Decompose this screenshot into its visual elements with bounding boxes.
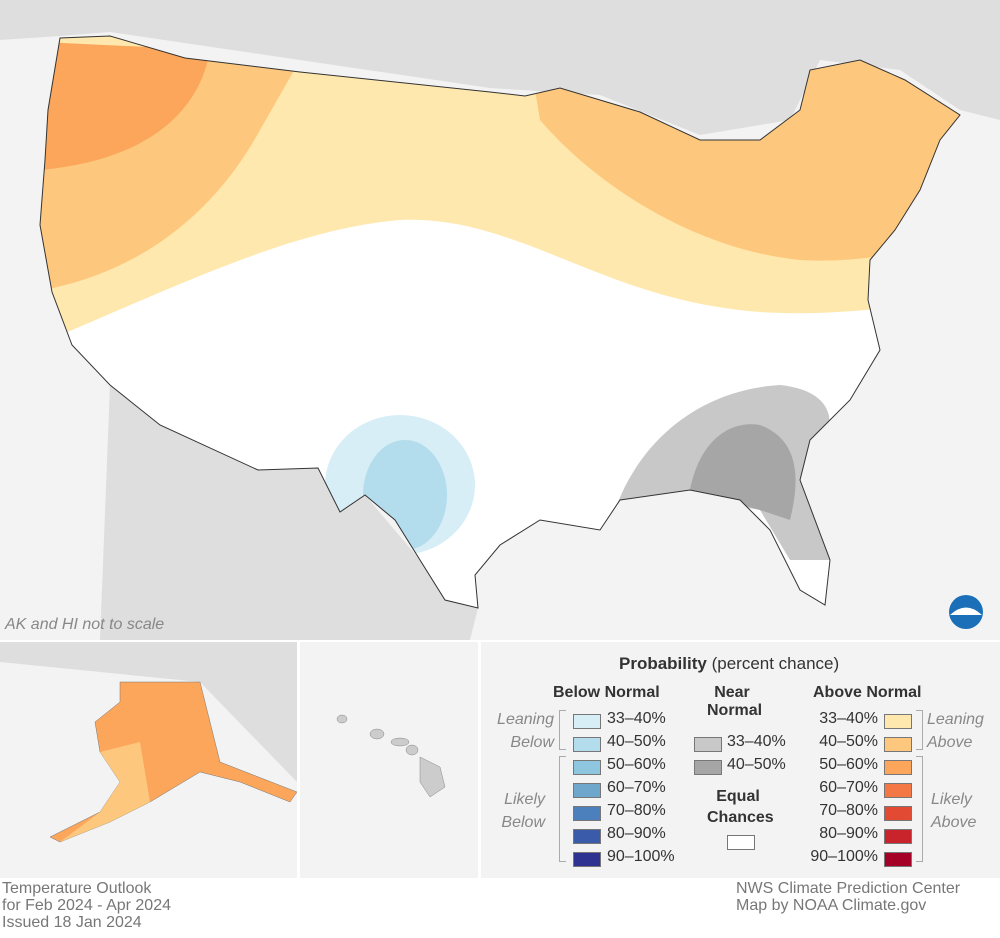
below-swatch — [573, 714, 601, 729]
legend: Probability (percent chance) Below Norma… — [481, 642, 1000, 878]
below-swatch — [573, 760, 601, 775]
scale-note: AK and HI not to scale — [5, 616, 165, 633]
below-label: 70–80% — [607, 802, 666, 819]
below-label: 40–50% — [607, 733, 666, 750]
near-label: 40–50% — [727, 756, 786, 773]
likely-below-label: Likely Below — [501, 791, 545, 831]
equal-chances-swatch — [727, 835, 755, 850]
above-label: 50–60% — [819, 756, 878, 773]
above-label: 60–70% — [819, 779, 878, 796]
below-swatch — [573, 852, 601, 867]
footer-left: Temperature Outlook for Feb 2024 - Apr 20… — [2, 880, 171, 931]
above-label: 80–90% — [819, 825, 878, 842]
us-outlook-map — [0, 0, 1000, 640]
below-swatch — [573, 829, 601, 844]
above-swatch — [884, 737, 912, 752]
likely-above-label: Likely Above — [931, 791, 977, 831]
above-swatch — [884, 783, 912, 798]
below-label: 80–90% — [607, 825, 666, 842]
above-swatch — [884, 829, 912, 844]
below-label: 60–70% — [607, 779, 666, 796]
above-swatch — [884, 852, 912, 867]
legend-title: Probability (percent chance) — [619, 654, 840, 673]
above-swatch — [884, 760, 912, 775]
below-swatch — [573, 737, 601, 752]
near-label: 33–40% — [727, 733, 786, 750]
below-normal-header: Below Normal — [553, 684, 660, 701]
above-label: 40–50% — [819, 733, 878, 750]
above-label: 33–40% — [819, 710, 878, 727]
near-swatch — [694, 760, 722, 775]
below-label: 50–60% — [607, 756, 666, 773]
near-swatch — [694, 737, 722, 752]
below-label: 33–40% — [607, 710, 666, 727]
footer-right: NWS Climate Prediction Center Map by NOAA… — [736, 880, 961, 914]
alaska-inset — [0, 642, 298, 878]
near-normal-header: Near Normal — [707, 684, 763, 719]
above-normal-header: Above Normal — [813, 684, 922, 701]
contiguous-us-map: AK and HI not to scale — [0, 0, 1000, 640]
above-label: 70–80% — [819, 802, 878, 819]
leaning-above-label: Leaning Above — [927, 711, 984, 751]
above-swatch — [884, 806, 912, 821]
below-label: 90–100% — [607, 848, 675, 865]
below-swatch — [573, 783, 601, 798]
below-swatch — [573, 806, 601, 821]
leaning-below-label: Leaning Below — [497, 711, 554, 751]
equal-chances-header: Equal Chances — [707, 788, 774, 826]
above-swatch — [884, 714, 912, 729]
above-label: 90–100% — [810, 848, 878, 865]
hawaii-inset — [300, 642, 478, 878]
